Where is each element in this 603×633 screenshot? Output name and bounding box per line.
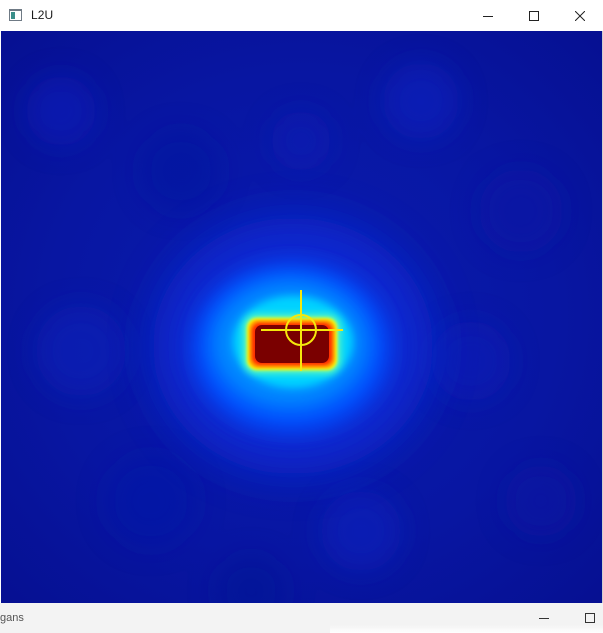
second-window-maximize-button[interactable] bbox=[579, 608, 601, 628]
maximize-icon bbox=[585, 613, 595, 623]
close-button[interactable] bbox=[557, 0, 603, 31]
title-bar[interactable]: L2U bbox=[0, 0, 603, 31]
window-title: L2U bbox=[31, 8, 54, 22]
maximize-icon bbox=[529, 10, 539, 21]
close-icon bbox=[575, 10, 585, 21]
background-noise bbox=[26, 63, 577, 603]
app-window-icon bbox=[9, 9, 22, 21]
beam-spot bbox=[153, 218, 433, 474]
second-window-minimize-button[interactable] bbox=[533, 608, 555, 628]
second-window-strip: gans bbox=[0, 603, 603, 633]
minimize-icon bbox=[539, 618, 549, 619]
minimize-icon bbox=[483, 15, 493, 17]
centroid-crosshair bbox=[261, 290, 343, 371]
beam-profile-heatmap[interactable] bbox=[1, 31, 602, 603]
second-window-title: gans bbox=[0, 612, 24, 624]
l2u-window: L2U bbox=[0, 0, 603, 603]
window-shadow bbox=[330, 625, 603, 633]
maximize-button[interactable] bbox=[511, 0, 557, 31]
minimize-button[interactable] bbox=[465, 0, 511, 31]
